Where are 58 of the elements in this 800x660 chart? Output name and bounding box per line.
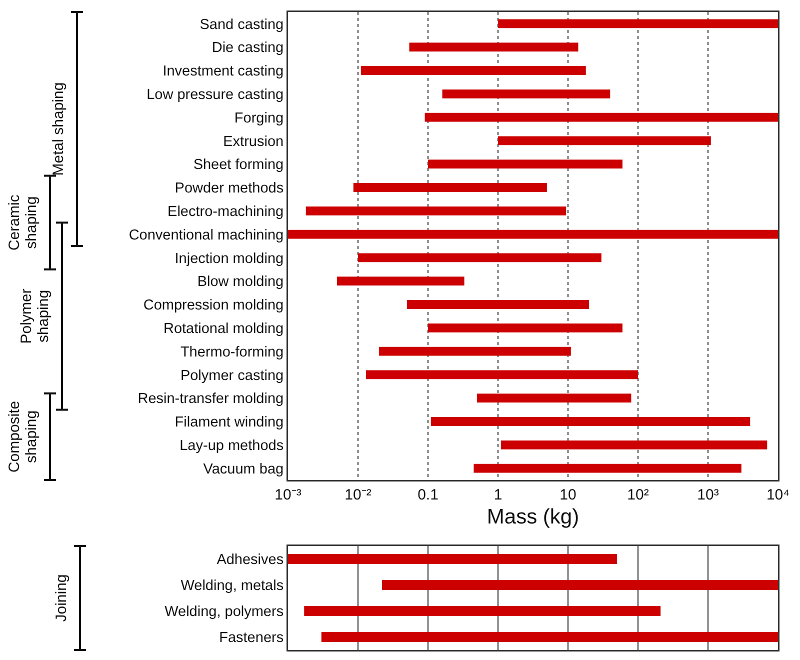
y-tick-label: Investment casting (162, 64, 284, 80)
bar (428, 160, 622, 169)
x-tick-label: 10² (627, 486, 649, 504)
bar (366, 370, 638, 380)
bar (360, 66, 586, 75)
y-tick-label: Powder methods (174, 180, 284, 197)
y-tick-label: Extrusion (223, 134, 284, 150)
bar (353, 183, 547, 192)
y-tick-label: Welding, metals (180, 578, 284, 594)
y-tick-label: Filament winding (174, 414, 284, 431)
y-tick-label: Sheet forming (193, 157, 284, 174)
text: Joining (53, 574, 70, 622)
text: Composite shaping (6, 400, 40, 473)
y-tick-label: Polymer casting (180, 368, 284, 384)
y-tick-label: Low pressure casting (146, 86, 284, 103)
y-tick-label: Sand casting (200, 16, 284, 33)
x-tick-label: 1 (494, 486, 502, 504)
bar (500, 440, 768, 450)
x-axis-title: Mass (kg) (486, 505, 580, 528)
y-tick-label: Thermo-forming (180, 344, 284, 360)
y-tick-label: Fasteners (219, 630, 284, 646)
x-tick-label: 10⁴ (766, 486, 790, 504)
bar (430, 417, 750, 426)
x-tick-label: 10⁻² (344, 486, 372, 504)
bar (406, 300, 590, 309)
x-tick-label: 10 (560, 486, 576, 504)
bar (358, 253, 602, 262)
bar (409, 42, 578, 52)
x-tick-label: 0.1 (418, 486, 438, 504)
bar (306, 206, 566, 216)
bar (424, 112, 778, 122)
y-tick-label: Forging (234, 110, 284, 126)
y-tick-label: Injection molding (174, 250, 284, 267)
text: Ceramic shaping (6, 194, 40, 251)
y-tick-label: Die casting (212, 40, 284, 56)
x-tick-label: 10⁻³ (274, 486, 302, 504)
bar (428, 323, 622, 332)
y-tick-label: Welding, polymers (164, 604, 284, 620)
y-tick-label: Rotational molding (163, 320, 284, 337)
y-tick-label: Adhesives (216, 552, 284, 568)
bar (379, 346, 571, 356)
bar (288, 230, 778, 239)
y-tick-label: Vacuum bag (203, 461, 284, 478)
text: Polymer shaping (18, 288, 52, 344)
bar (498, 19, 778, 28)
text: Metal shaping (50, 82, 67, 176)
y-tick-label: Resin-transfer molding (138, 391, 284, 408)
y-tick-label: Conventional machining (128, 227, 284, 244)
x-tick-label: 10³ (697, 486, 719, 504)
bar (498, 136, 711, 146)
y-tick-label: Lay-up methods (180, 438, 284, 454)
y-tick-label: Compression molding (143, 298, 284, 314)
bar (336, 276, 464, 286)
bar (442, 89, 610, 98)
y-tick-label: Electro-machining (168, 204, 284, 220)
y-tick-label: Blow molding (197, 274, 284, 290)
bar (476, 394, 632, 403)
bar (474, 464, 742, 473)
